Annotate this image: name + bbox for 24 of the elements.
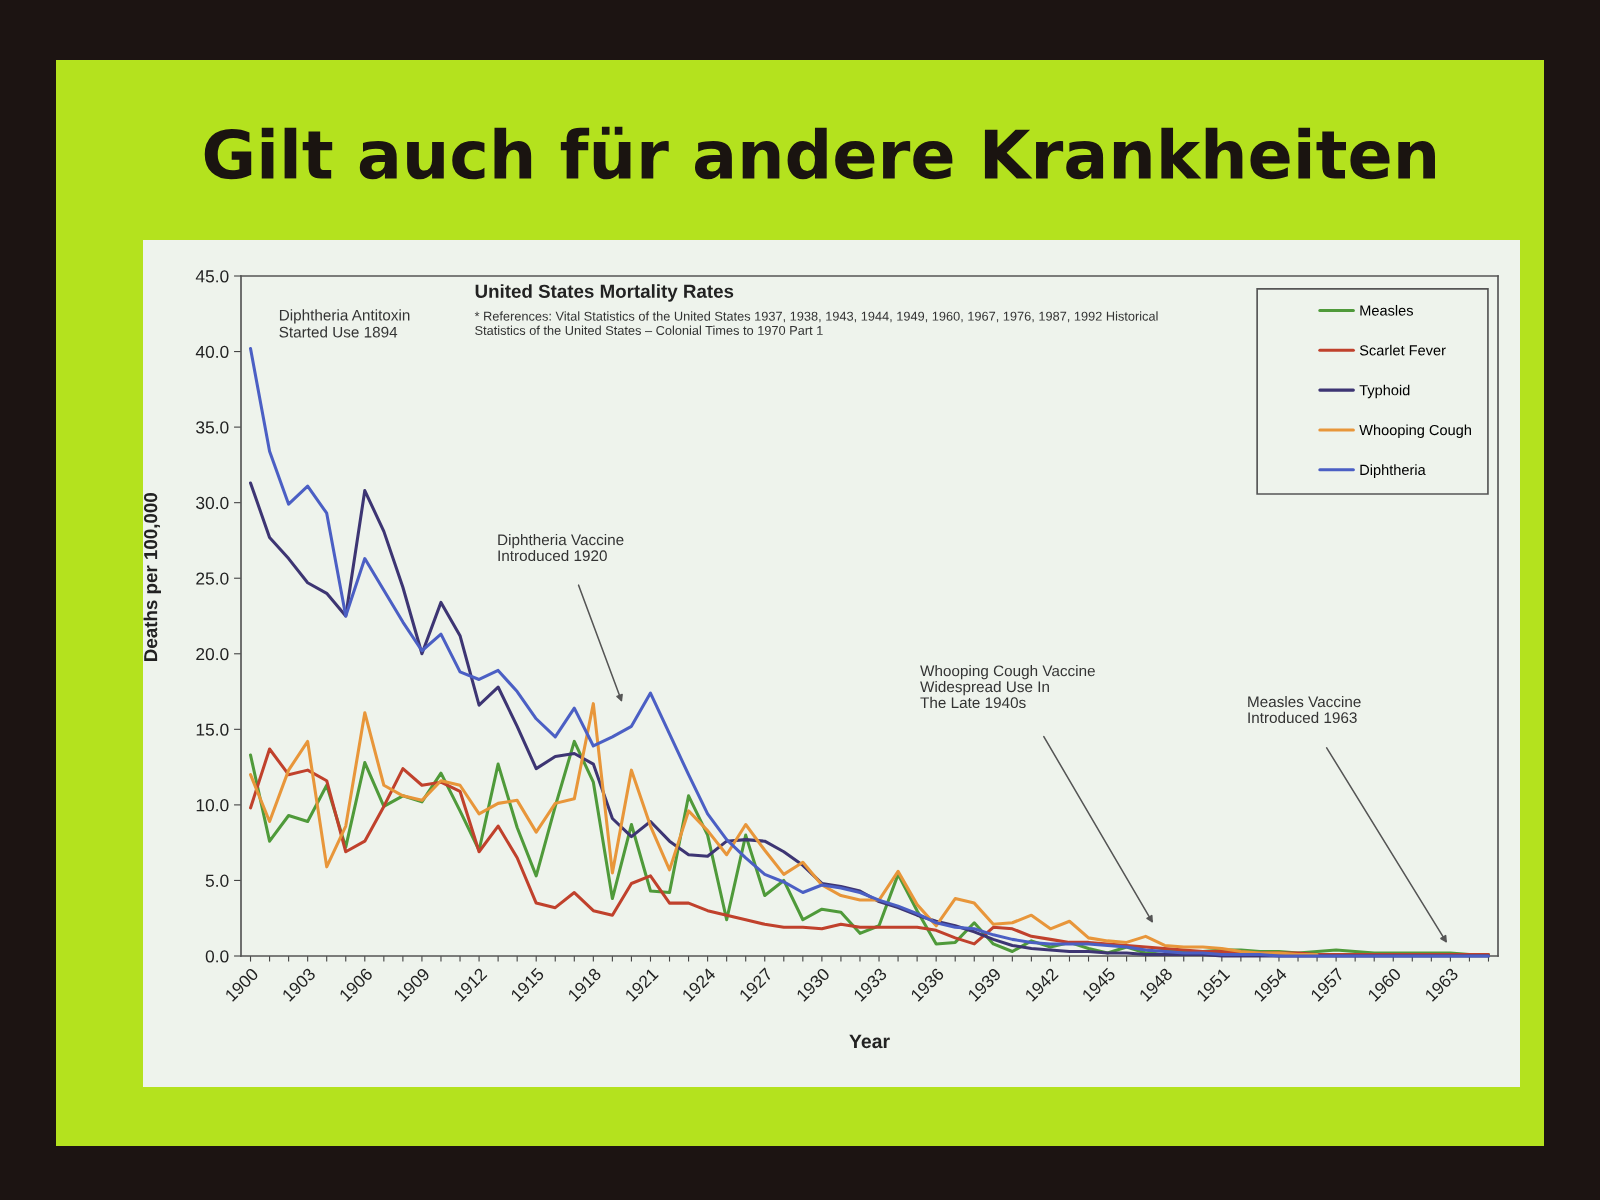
- y-tick-label: 35.0: [196, 421, 229, 434]
- legend-label: Diphtheria: [1360, 464, 1426, 478]
- chart-title: Gilt auch für andere Krankheiten: [204, 126, 1435, 180]
- y-tick-label: 10.0: [196, 799, 229, 812]
- annotation: Diphtheria Vaccine Introduced 1920: [498, 533, 624, 562]
- y-tick-label: 25.0: [196, 572, 229, 585]
- annotation: Diphtheria Antitoxin Started Use 1894: [279, 309, 410, 338]
- y-axis-title: Deaths per 100,000: [143, 493, 161, 661]
- y-tick-label: 20.0: [196, 647, 229, 661]
- x-axis-title: Year: [849, 1034, 890, 1049]
- chart-subtitle: United States Mortality Rates: [475, 284, 734, 302]
- y-tick-label: 30.0: [196, 496, 229, 510]
- y-tick-label: 40.0: [195, 345, 229, 359]
- y-tick-label: 0.0: [205, 950, 229, 963]
- annotation: Measles Vaccine Introduced 1963: [1248, 695, 1361, 724]
- annotation: * References: Vital Statistics of the United States 1937, 1938, 1943, 1944, 1949, 1960, 1967, 1976, 1987, 1992 Historical Statistics of the United States – Colonial Times to 1970 Part 1: [474, 311, 1158, 335]
- legend-label: Typhoid: [1359, 384, 1410, 399]
- legend-label: Scarlet Fever: [1359, 344, 1446, 356]
- annotation: Whooping Cough Vaccine Widespread Use In The Late 1940s: [920, 665, 1095, 709]
- y-tick-label: 5.0: [205, 874, 229, 887]
- y-tick-label: 45.0: [195, 270, 229, 283]
- legend-label: Whooping Cough: [1359, 424, 1471, 439]
- y-tick-label: 15.0: [196, 723, 229, 736]
- legend-label: Measles: [1360, 304, 1413, 316]
